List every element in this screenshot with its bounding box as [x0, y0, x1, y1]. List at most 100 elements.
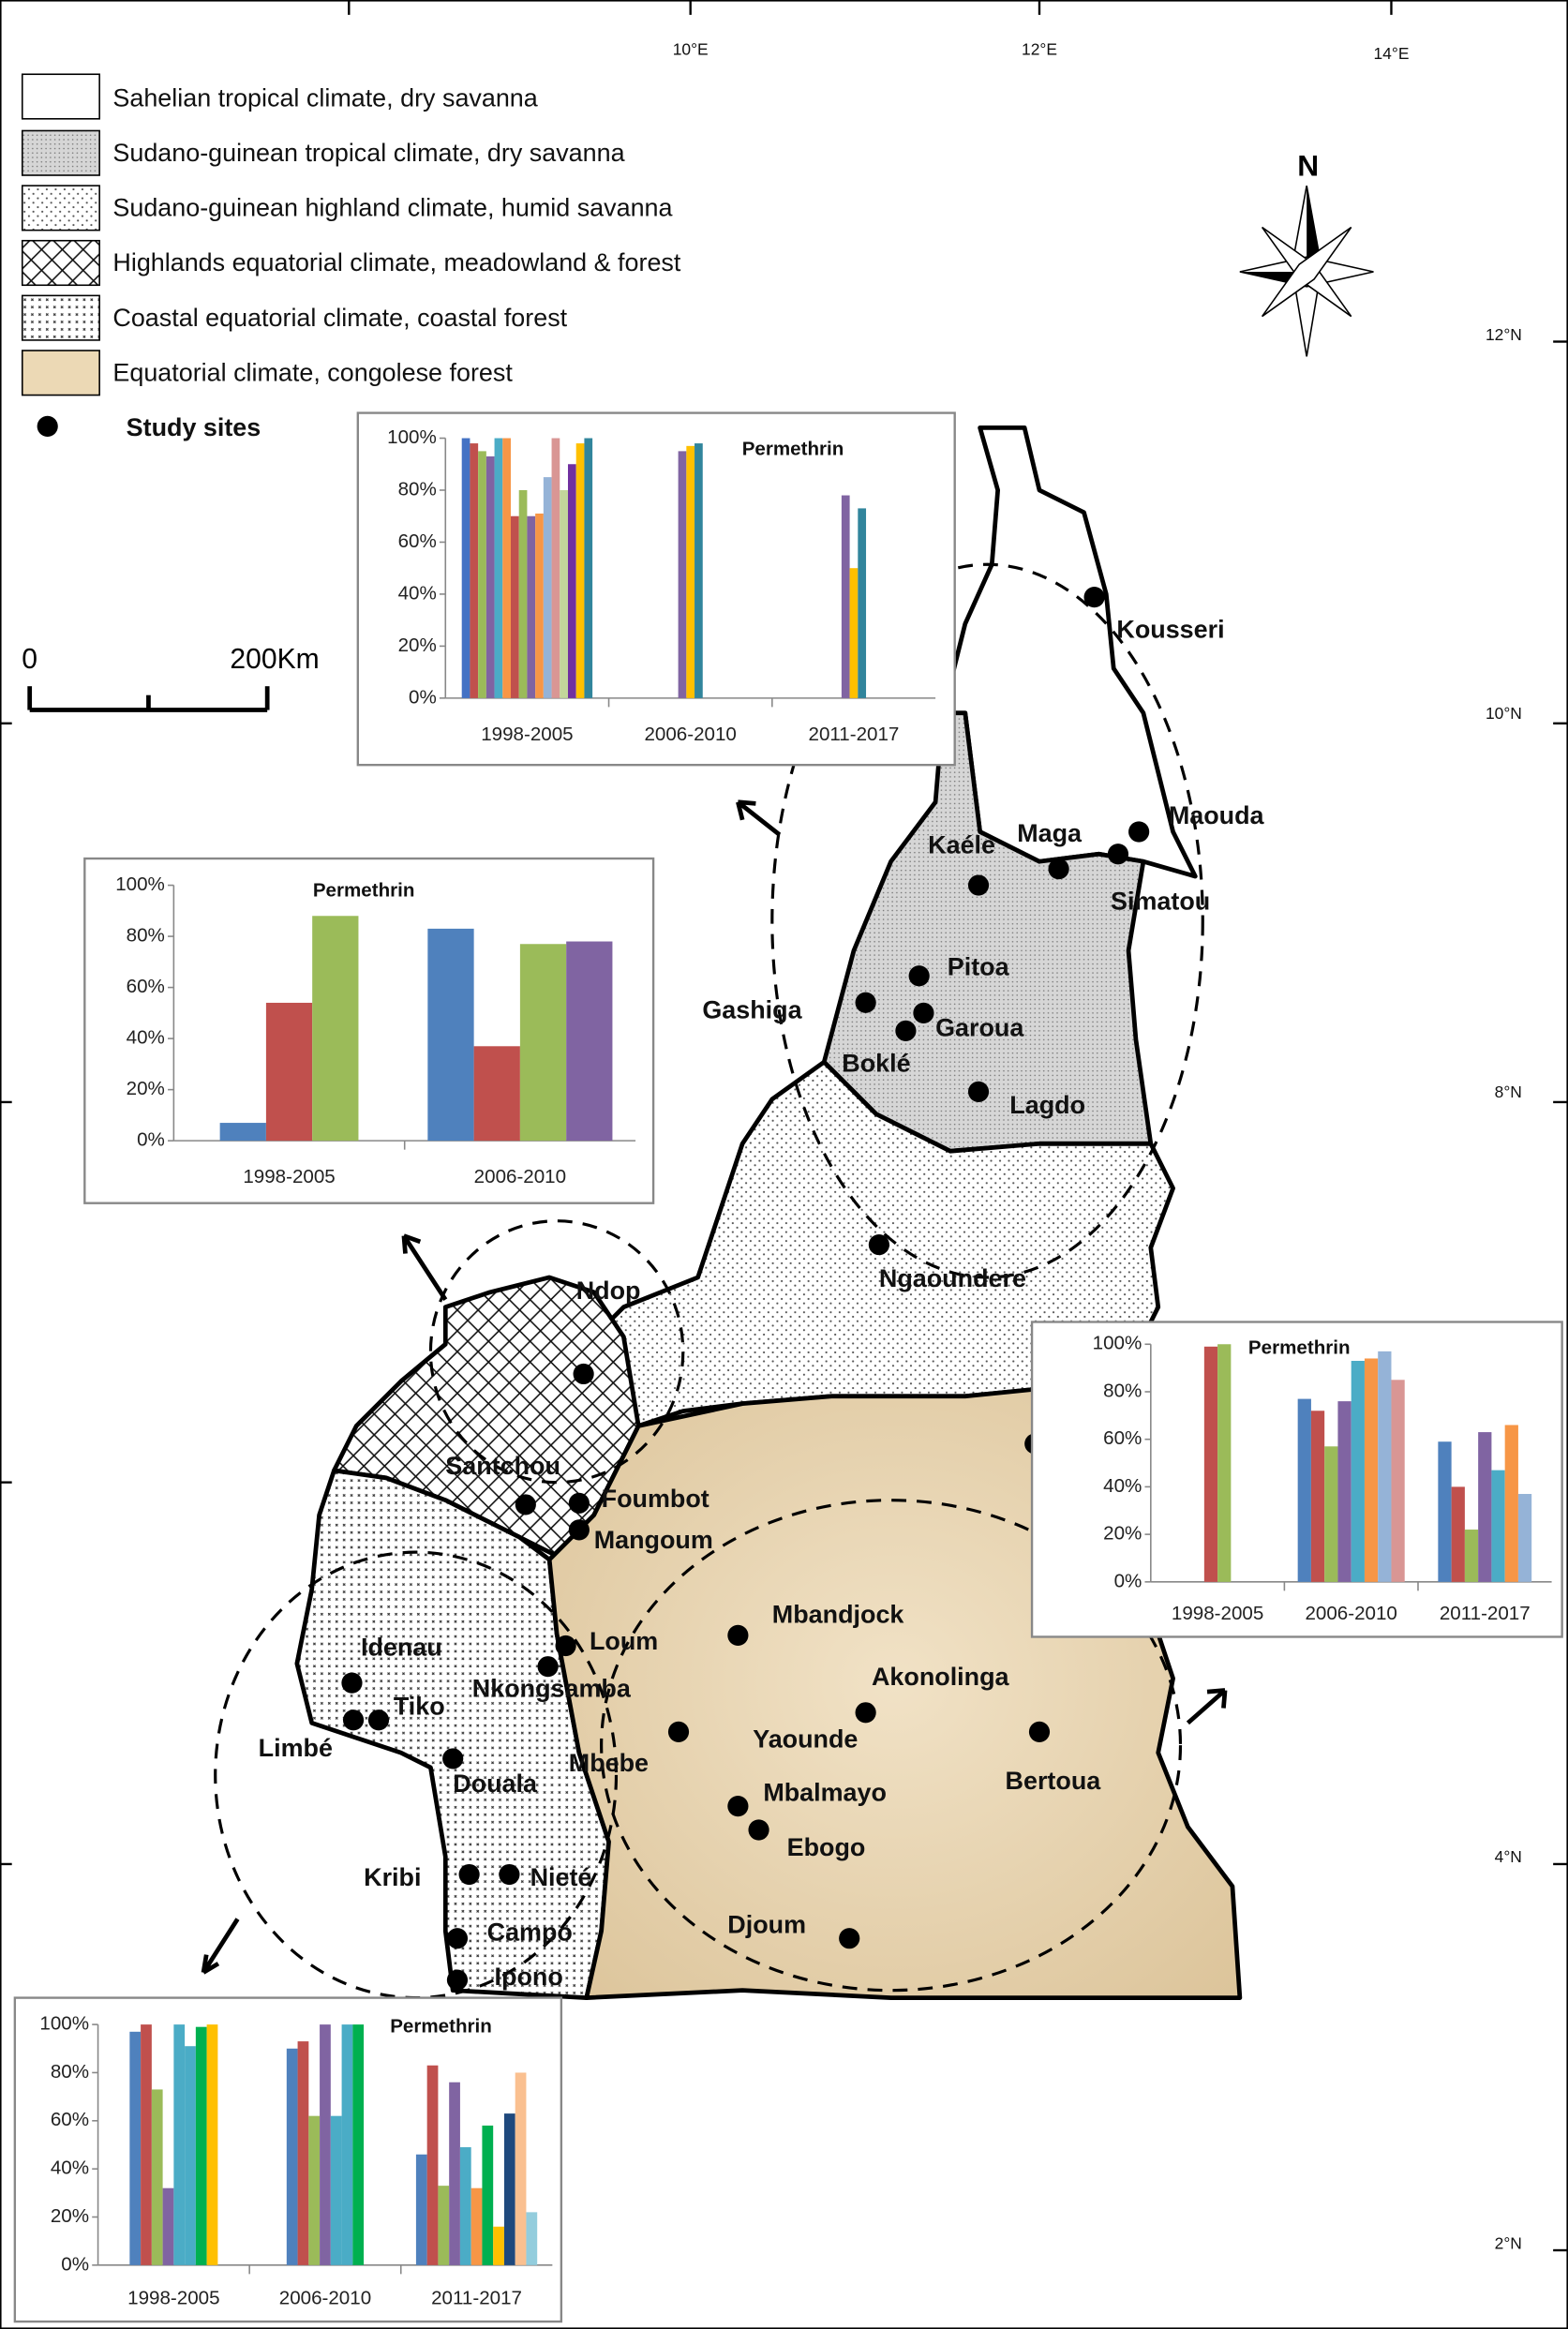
site-marker [1028, 1721, 1051, 1742]
y-tick-label: 0% [409, 686, 437, 708]
site-marker [341, 1672, 363, 1694]
bar [297, 2041, 309, 2265]
bar [330, 2115, 342, 2265]
bar [478, 451, 486, 698]
bar [1504, 1425, 1518, 1582]
latitude-label: 4°N [1495, 1847, 1522, 1866]
y-tick-label: 0% [61, 2253, 89, 2275]
site-marker [458, 1863, 480, 1886]
y-tick-label: 0% [1114, 1570, 1142, 1591]
site-label: Kaéle [928, 830, 995, 858]
bar [1491, 1470, 1505, 1582]
bar [841, 495, 850, 698]
site-marker [515, 1494, 536, 1515]
y-tick-label: 40% [1103, 1475, 1142, 1497]
site-marker [967, 874, 990, 896]
site-label: Maga [1017, 819, 1083, 847]
bar [575, 443, 585, 698]
y-tick-label: 0% [137, 1129, 165, 1151]
bar [1378, 1351, 1392, 1582]
site-marker [748, 1819, 769, 1841]
bar [526, 2212, 538, 2265]
bar [1478, 1432, 1492, 1582]
arrows [201, 799, 1228, 1975]
bar [470, 2187, 483, 2265]
legend: Sahelian tropical climate, dry savanna Su… [21, 73, 681, 441]
chart-box [1030, 1321, 1563, 1638]
site-label: Mbandjock [772, 1600, 904, 1628]
site-label: Djoum [727, 1911, 806, 1939]
inset-chart: Permethrin 0% 20% 40% 60% 80% 100% 1998-2005 200… [356, 411, 956, 767]
bar [320, 2024, 331, 2265]
y-tick-label: 60% [127, 976, 165, 997]
bar [527, 515, 536, 698]
latitude-label: 10°N [1486, 704, 1522, 723]
zone-highlands [332, 1275, 641, 1562]
bar [1337, 1401, 1351, 1582]
bar [510, 515, 519, 698]
inset-chart: Permethrin 0% 20% 40% 60% 80% 100% 1998-2005 200… [1030, 1321, 1563, 1638]
site-marker [855, 992, 876, 1013]
bar [535, 513, 544, 698]
latitude-label: 8°N [1495, 1082, 1522, 1101]
x-tick-label: 1998-2005 [243, 1166, 335, 1187]
chart-title: Permethrin [390, 2016, 492, 2038]
chart-title: Permethrin [1248, 1336, 1351, 1358]
bar [584, 438, 593, 698]
x-tick-label: 1998-2005 [127, 2288, 219, 2309]
bar [141, 2024, 152, 2265]
site-label: Ndop [576, 1276, 641, 1305]
site-label: Bertoua [1006, 1767, 1102, 1795]
site-marker [342, 1709, 365, 1731]
bar [265, 1002, 313, 1142]
bar [438, 2186, 450, 2265]
bar [482, 2125, 494, 2265]
site-label: Mangoum [594, 1526, 713, 1554]
bar [493, 2226, 504, 2265]
y-tick-label: 100% [387, 426, 437, 448]
y-tick-label: 80% [1103, 1380, 1142, 1401]
bar [415, 2154, 427, 2265]
site-marker [537, 1656, 559, 1678]
site-marker [367, 1709, 390, 1731]
bar [502, 438, 511, 698]
charts: Permethrin 0% 20% 40% 60% 80% 100% 1998-2005 200… [13, 411, 1563, 2323]
bar [461, 438, 470, 698]
y-tick-label: 20% [398, 635, 437, 656]
legend-label: Sudano-guinean highland climate, humid s… [112, 194, 672, 222]
bar [519, 944, 567, 1142]
site-label: Ngaoundere [879, 1264, 1026, 1292]
site-marker [855, 1702, 876, 1724]
bar [849, 568, 859, 698]
bar [515, 2072, 527, 2265]
y-tick-label: 100% [115, 873, 165, 895]
site-marker [442, 1748, 464, 1769]
latitude-label: 12°N [1486, 325, 1522, 344]
site-label: Kousseri [1116, 616, 1224, 644]
site-label: Limbé [259, 1734, 333, 1762]
bar [219, 1123, 266, 1142]
zone-coastal [294, 1468, 611, 2000]
site-label: Boklé [842, 1049, 910, 1077]
site-marker [913, 1002, 934, 1023]
site-label: Kribi [364, 1863, 421, 1891]
bar [858, 508, 867, 698]
site-label: Ebogo [787, 1833, 866, 1861]
site-label: Lagdo [1009, 1091, 1085, 1119]
bar [1517, 1494, 1532, 1582]
site-label: Simatou [1111, 888, 1210, 916]
site-marker [499, 1863, 520, 1886]
site-label: Akonolinga [872, 1663, 1010, 1691]
bar [185, 2046, 196, 2265]
x-tick-label: 1998-2005 [1172, 1603, 1263, 1624]
site-marker [727, 1796, 749, 1817]
site-label: Nieté [530, 1863, 592, 1891]
y-tick-label: 80% [127, 925, 165, 947]
site-marker [727, 1624, 749, 1646]
longitude-label: 14°E [1373, 44, 1409, 63]
bar [1217, 1344, 1232, 1582]
site-label: Idenau [361, 1633, 442, 1661]
bar [560, 489, 568, 698]
bar [566, 941, 613, 1142]
